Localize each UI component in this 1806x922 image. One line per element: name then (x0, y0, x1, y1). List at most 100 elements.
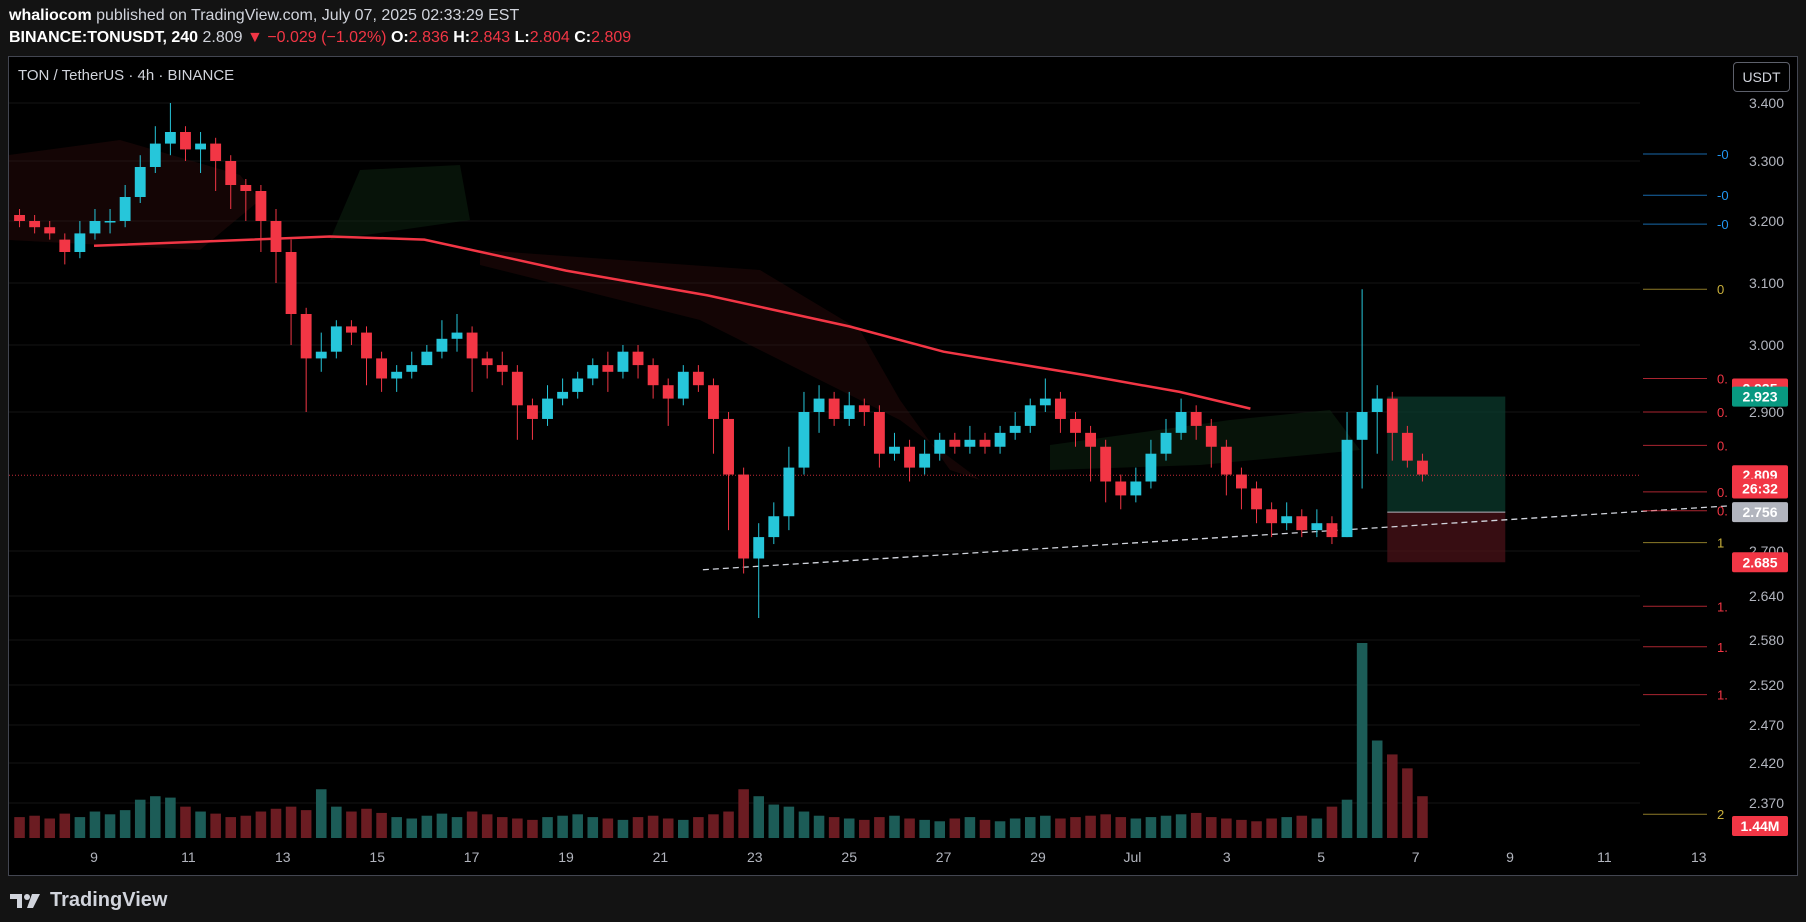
volume-bar (1100, 814, 1111, 838)
volume-bar (768, 804, 780, 838)
candle-body (858, 405, 870, 412)
candle-body (647, 365, 659, 386)
close-label: C: (574, 29, 592, 46)
candle-body (753, 537, 765, 559)
price-tick-label: 2.420 (1749, 755, 1784, 771)
candle-body (376, 358, 388, 379)
candle-body (421, 351, 433, 366)
candle-body (270, 221, 282, 252)
volume-bar (994, 821, 1006, 838)
candle-body (1266, 509, 1278, 524)
candle-body (542, 398, 553, 419)
currency-button[interactable]: USDT (1733, 62, 1790, 92)
volume-bars (14, 643, 1428, 838)
fib-label: 1 (1717, 536, 1724, 551)
price-tag-bg (1732, 478, 1788, 499)
price-tag-label: 26:32 (1742, 480, 1778, 496)
time-axis: 9 11 13 15 17 19 21 23 25 27 29 Jul 3 5 7 9 11 13 (90, 849, 1707, 865)
high-label: H: (453, 29, 471, 46)
volume-bar (512, 818, 523, 838)
candle-body (1145, 453, 1157, 482)
candle-body (994, 432, 1006, 447)
fib-label: 0. (1717, 504, 1728, 519)
volume-bar (1085, 815, 1096, 838)
candle-body (330, 326, 342, 352)
trendline (702, 505, 1731, 571)
ohlc-line: BINANCE:TONUSDT, 240 2.809 ▼ −0.029 (−1.… (9, 29, 631, 47)
fib-label: 1. (1717, 688, 1728, 703)
candle-body (889, 446, 900, 454)
volume-bar (1356, 643, 1368, 838)
candle-body (1236, 474, 1247, 489)
price-tick-label: 3.300 (1749, 153, 1784, 169)
volume-bar (89, 811, 101, 838)
candle-body (255, 191, 267, 221)
candle-body (1371, 398, 1383, 412)
time-tick-label: 7 (1412, 849, 1420, 865)
volume-bar (1190, 812, 1202, 838)
price-tag-label: 2.923 (1742, 389, 1777, 405)
candle-body (481, 358, 493, 366)
candle-body (1220, 446, 1232, 475)
tradingview-brand[interactable]: TradingView (50, 888, 168, 911)
volume-bar (678, 819, 689, 838)
header: whaliocom published on TradingView.com, … (0, 0, 1806, 54)
candle-body (738, 474, 750, 559)
candle-body (1070, 418, 1081, 433)
candle-body (89, 221, 101, 234)
candle-body (843, 405, 855, 419)
volume-bar (1145, 817, 1157, 838)
fib-label: 2 (1717, 807, 1724, 822)
price-tick-label: 3.400 (1749, 95, 1784, 111)
candle-body (1009, 425, 1021, 433)
candle-body (1175, 412, 1187, 433)
candle-body (1039, 398, 1051, 406)
candle-body (602, 365, 614, 372)
cloud-green-1 (330, 165, 470, 240)
fib-label: 1. (1717, 599, 1728, 614)
candle-body (1341, 439, 1353, 538)
time-tick-label: 5 (1317, 849, 1325, 865)
volume-bar (587, 817, 599, 838)
candle-body (164, 132, 176, 144)
volume-bar (134, 799, 146, 838)
candle-body (345, 326, 357, 333)
candle-body (1417, 460, 1428, 475)
candle-body (617, 351, 629, 372)
volume-bar (813, 815, 825, 838)
volume-bar (1326, 806, 1338, 838)
volume-bar (14, 817, 25, 838)
candle-body (964, 439, 976, 447)
candle-body (1130, 481, 1142, 496)
volume-bar (828, 817, 840, 838)
volume-bar (346, 811, 357, 838)
candle-body (934, 439, 946, 454)
volume-bar (723, 811, 734, 838)
fib-label: 0. (1717, 438, 1728, 453)
volume-bar (119, 810, 131, 838)
open-label: O: (390, 29, 409, 46)
time-tick-label: 3 (1223, 849, 1231, 865)
fib-levels: -0 -0 -0 0 0. 0. 0. 0. 0. 1 1. 1. 1. 2 (1643, 147, 1729, 822)
position-tool (1387, 396, 1506, 563)
candle-body (59, 239, 71, 252)
high-value: 2.843 (470, 29, 511, 46)
volume-bar (165, 797, 176, 838)
author[interactable]: whaliocom (9, 7, 92, 24)
candle-body (511, 371, 523, 406)
candle-body (873, 412, 885, 454)
volume-bar (1055, 818, 1066, 838)
candle-body (798, 412, 810, 468)
price-tick-label: 2.580 (1749, 632, 1784, 648)
time-tick-label: 19 (558, 849, 574, 865)
volume-bar (59, 813, 71, 838)
volume-bar (874, 817, 885, 838)
candle-body (134, 167, 146, 197)
volume-tag-label: 1.44M (1741, 818, 1780, 834)
volume-bar (572, 814, 583, 838)
volume-bar (1387, 754, 1398, 838)
candle-body (1160, 432, 1172, 454)
volume-bar (859, 819, 870, 838)
volume-bar (889, 815, 900, 838)
